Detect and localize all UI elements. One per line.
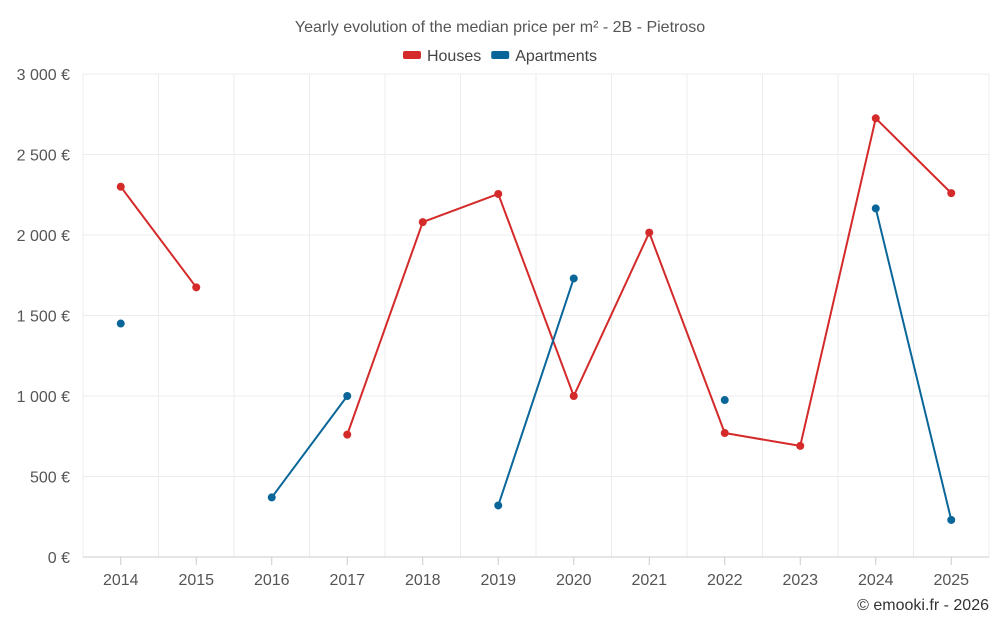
data-point[interactable] (720, 396, 729, 405)
x-tick-label: 2014 (103, 572, 139, 589)
series-layer (116, 114, 956, 524)
legend-label: Houses (427, 48, 481, 65)
data-point[interactable] (947, 189, 956, 198)
x-tick-label: 2021 (631, 572, 667, 589)
data-point[interactable] (720, 429, 729, 438)
y-tick-label: 1 000 € (17, 389, 70, 406)
y-tick-label: 2 500 € (17, 148, 70, 165)
x-tick-label: 2017 (329, 572, 365, 589)
x-tick-label: 2020 (556, 572, 592, 589)
y-tick-label: 0 € (48, 550, 70, 567)
legend-item-apartments[interactable]: Apartments (491, 48, 597, 65)
data-point[interactable] (192, 283, 201, 292)
series-line-segment (874, 117, 953, 195)
data-point[interactable] (418, 218, 427, 227)
series-line-segment (421, 192, 500, 224)
series-line-segment (799, 117, 877, 447)
y-tick-label: 3 000 € (17, 67, 70, 84)
series-line-segment (346, 221, 424, 436)
x-tick-label: 2019 (480, 572, 516, 589)
series-line-segment (270, 395, 349, 499)
legend: Houses Apartments (402, 48, 597, 65)
x-tick-label: 2016 (254, 572, 290, 589)
data-point[interactable] (871, 204, 880, 213)
series-line-segment (723, 432, 802, 447)
y-gridlines (83, 73, 989, 558)
x-tick-label: 2025 (933, 572, 969, 589)
x-tick-label: 2015 (178, 572, 214, 589)
series-line-segment (874, 207, 953, 521)
data-point[interactable] (116, 319, 125, 328)
legend-swatch (491, 51, 510, 59)
series-line-segment (648, 231, 726, 435)
x-tick-label: 2023 (782, 572, 818, 589)
series-line-segment (572, 231, 651, 397)
chart-title: Yearly evolution of the median price per… (295, 19, 705, 36)
data-point[interactable] (494, 501, 503, 510)
series-line-segment (497, 192, 575, 397)
x-tick-label: 2022 (707, 572, 743, 589)
y-tick-label: 1 500 € (17, 309, 70, 326)
legend-label: Apartments (515, 48, 597, 65)
series-line-segment (119, 185, 198, 289)
x-tick-label: 2018 (405, 572, 441, 589)
data-point[interactable] (796, 441, 805, 450)
data-point[interactable] (343, 430, 352, 439)
series-line-segment (497, 277, 575, 507)
legend-item-houses[interactable]: Houses (402, 48, 481, 65)
y-axis: 0 € 500 € 1 000 € 1 500 € 2 000 € 2 500 € 3 00… (17, 67, 70, 567)
data-point[interactable] (645, 228, 654, 237)
y-tick-label: 2 000 € (17, 228, 70, 245)
y-tick-label: 500 € (30, 470, 70, 487)
data-point[interactable] (569, 274, 578, 283)
data-point[interactable] (871, 114, 880, 123)
data-point[interactable] (947, 515, 956, 524)
data-point[interactable] (267, 493, 276, 502)
data-point[interactable] (116, 182, 125, 191)
x-tick-label: 2024 (858, 572, 894, 589)
data-point[interactable] (343, 392, 352, 400)
data-point[interactable] (569, 392, 578, 400)
series-apartments (116, 204, 956, 524)
credit-text: © emooki.fr - 2026 (857, 597, 989, 614)
x-axis: 2014 2015 2016 2017 2018 2019 2020 2021 2022 2023… (103, 557, 969, 589)
legend-swatch (402, 51, 421, 59)
data-point[interactable] (494, 189, 503, 198)
series-houses (116, 114, 956, 450)
